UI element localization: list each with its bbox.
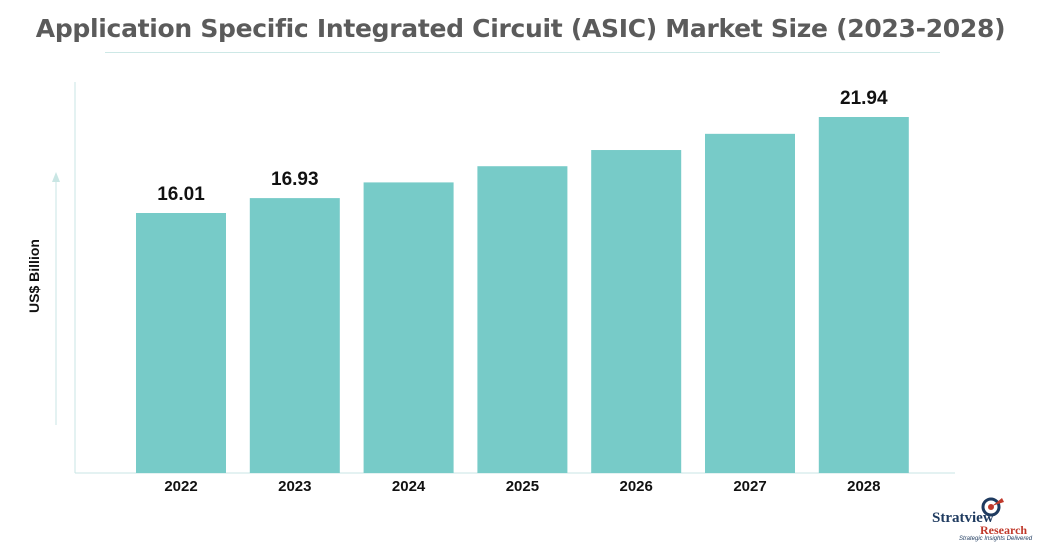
bar-2023 [249,198,340,473]
chart-title: Application Specific Integrated Circuit … [35,14,1006,43]
company-logo: Stratview Research Strategic Insights De… [932,497,1033,543]
x-tick-label: 2027 [733,478,766,495]
x-tick-label: 2028 [847,478,880,495]
logo-target-icon [981,497,1004,517]
data-label: 16.93 [271,169,319,190]
data-label: 21.94 [840,88,888,109]
bar-2025 [477,166,568,473]
x-tick-label: 2026 [620,478,653,495]
logo-subtitle: Research [980,523,1028,537]
bar-2028 [818,117,909,473]
logo-name: Stratview [932,510,994,526]
bar-2027 [705,133,795,473]
x-tick-label: 2025 [506,478,539,495]
bar-2022 [136,213,226,473]
x-tick-label: 2024 [392,478,426,495]
logo-tagline: Strategic Insights Delivered [959,536,1033,542]
x-tick-label: 2022 [164,478,197,495]
x-tick-label: 2023 [278,478,311,495]
y-axis-arrow-icon [52,172,60,182]
bar-2024 [363,182,454,474]
y-axis-label: US$ Billion [26,239,42,313]
data-label: 16.01 [157,184,205,205]
title-divider [105,52,940,53]
bar-2026 [591,150,682,473]
